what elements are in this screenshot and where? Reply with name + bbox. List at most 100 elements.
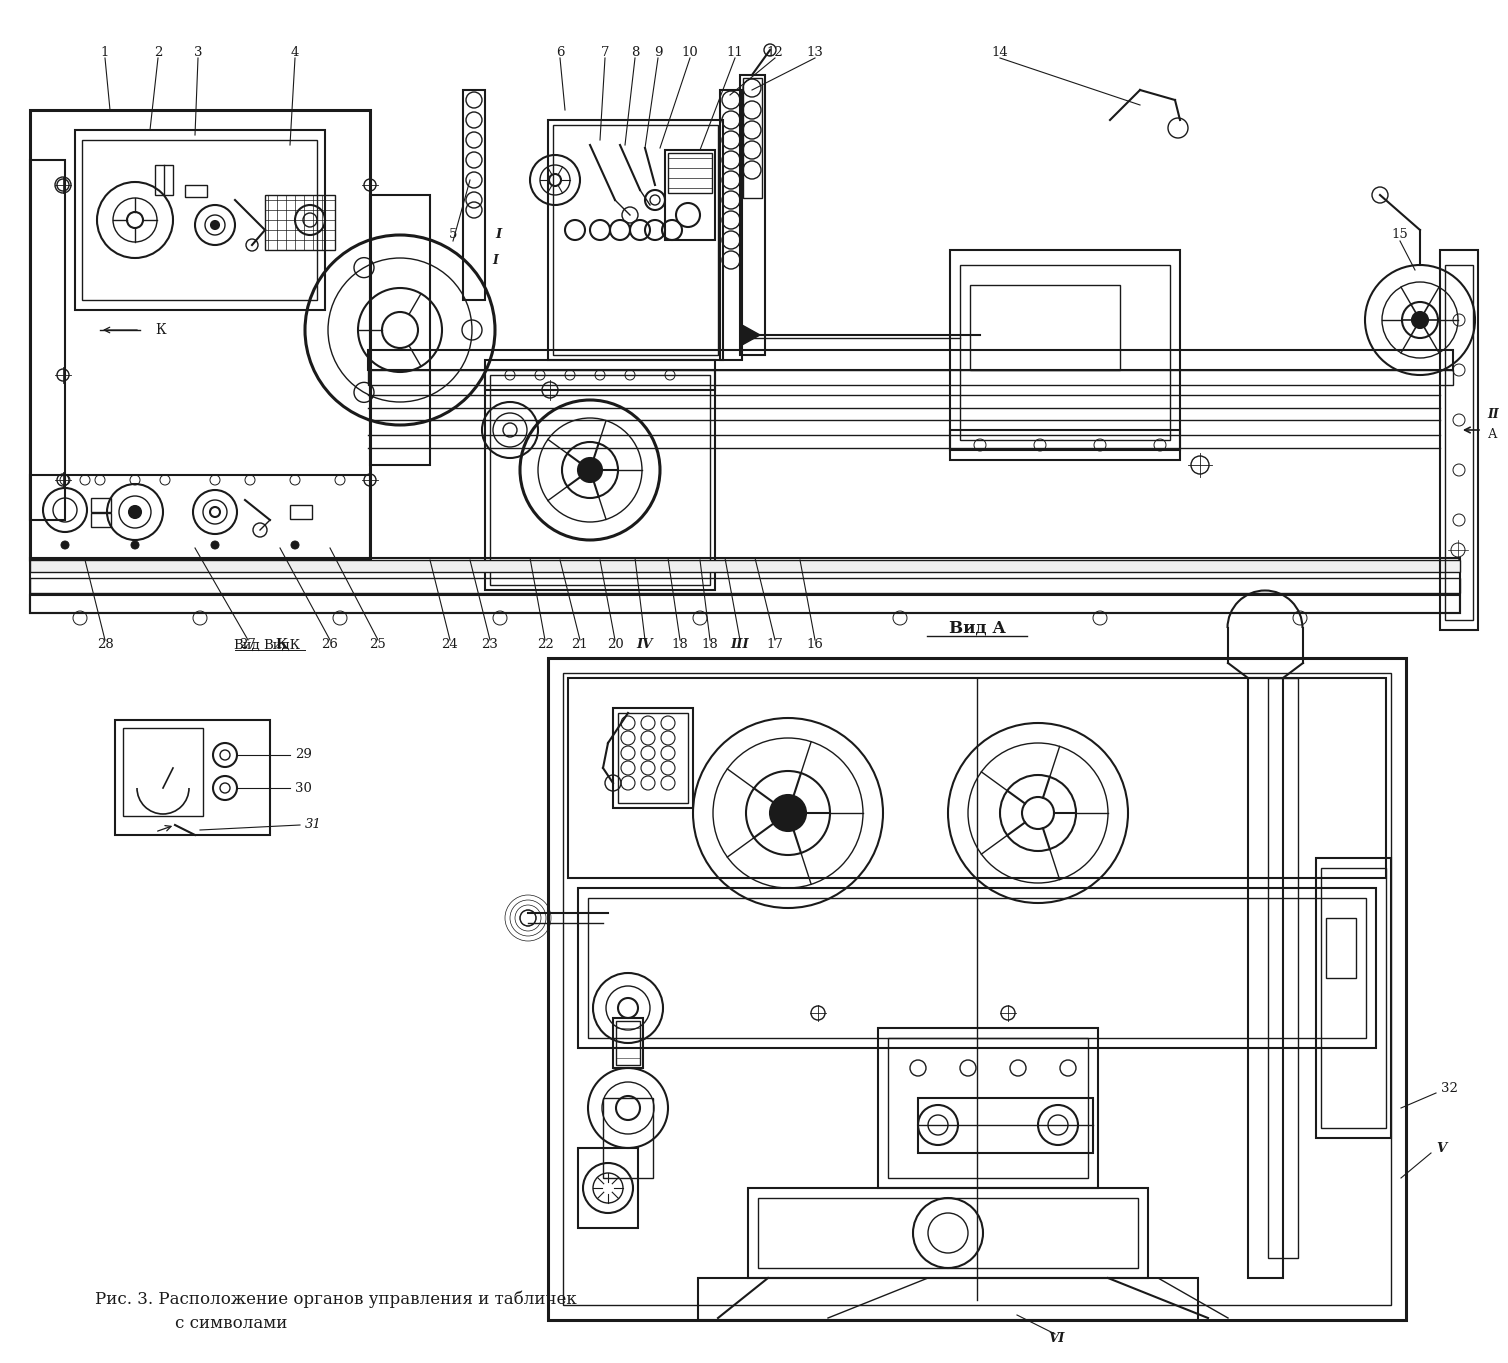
- Bar: [155, 165, 173, 195]
- Bar: [115, 720, 270, 836]
- Bar: [463, 90, 486, 300]
- Bar: [90, 512, 112, 527]
- Bar: [1321, 868, 1386, 1129]
- Bar: [30, 578, 1460, 593]
- Text: 9: 9: [654, 45, 662, 59]
- Bar: [578, 1148, 638, 1228]
- Bar: [547, 120, 722, 360]
- Bar: [30, 560, 1460, 572]
- Bar: [547, 658, 1405, 1319]
- Text: 5: 5: [449, 229, 457, 241]
- Bar: [950, 249, 1179, 450]
- Circle shape: [130, 506, 142, 518]
- Text: К: К: [155, 323, 166, 337]
- Text: с символами: с символами: [175, 1315, 288, 1332]
- Bar: [90, 497, 112, 512]
- Circle shape: [291, 541, 299, 549]
- Text: 21: 21: [572, 638, 588, 652]
- Bar: [612, 707, 694, 808]
- Bar: [588, 898, 1366, 1039]
- Bar: [743, 78, 762, 198]
- Text: I: I: [492, 254, 498, 267]
- Text: 7: 7: [600, 45, 609, 59]
- Bar: [1326, 919, 1356, 979]
- Bar: [75, 129, 326, 309]
- Bar: [1440, 249, 1478, 630]
- Bar: [30, 159, 65, 521]
- Text: К: К: [274, 638, 287, 652]
- Text: 23: 23: [481, 638, 499, 652]
- Text: VI: VI: [1048, 1332, 1065, 1344]
- Bar: [486, 369, 715, 590]
- Text: 3: 3: [193, 45, 202, 59]
- Text: 10: 10: [682, 45, 698, 59]
- Text: III: III: [730, 638, 749, 652]
- Bar: [1445, 264, 1473, 620]
- Bar: [30, 557, 1460, 613]
- Text: I: I: [495, 229, 501, 241]
- Text: 32: 32: [1442, 1081, 1458, 1094]
- Text: II: II: [1487, 409, 1499, 421]
- Bar: [668, 153, 712, 194]
- Bar: [30, 596, 1460, 613]
- Text: 27: 27: [240, 638, 256, 652]
- Bar: [719, 90, 742, 360]
- Text: 18: 18: [671, 638, 688, 652]
- Bar: [1268, 677, 1298, 1258]
- Text: 14: 14: [992, 45, 1009, 59]
- Text: Вид А: Вид А: [949, 620, 1006, 637]
- Bar: [553, 125, 718, 354]
- Bar: [578, 889, 1375, 1048]
- Bar: [950, 429, 1179, 459]
- Circle shape: [771, 795, 805, 831]
- Text: 20: 20: [606, 638, 623, 652]
- Bar: [961, 264, 1170, 440]
- Bar: [368, 350, 1454, 369]
- Bar: [1316, 857, 1390, 1138]
- Text: 26: 26: [321, 638, 338, 652]
- Text: Вид: Вид: [234, 638, 259, 652]
- Text: 4: 4: [291, 45, 299, 59]
- Bar: [615, 1021, 639, 1065]
- Circle shape: [60, 541, 69, 549]
- Text: 18: 18: [701, 638, 718, 652]
- Circle shape: [211, 221, 219, 229]
- Bar: [740, 75, 765, 354]
- Text: 17: 17: [766, 638, 784, 652]
- Text: IV: IV: [636, 638, 653, 652]
- Text: 13: 13: [807, 45, 823, 59]
- Circle shape: [578, 458, 602, 483]
- Text: 31: 31: [305, 819, 321, 831]
- Bar: [918, 1099, 1093, 1153]
- Bar: [290, 506, 312, 519]
- Text: 16: 16: [807, 638, 823, 652]
- Circle shape: [211, 541, 219, 549]
- Text: 6: 6: [556, 45, 564, 59]
- Bar: [888, 1039, 1087, 1178]
- Bar: [486, 360, 715, 390]
- Bar: [369, 195, 430, 465]
- Text: 29: 29: [296, 748, 312, 762]
- Bar: [265, 195, 335, 249]
- Bar: [970, 285, 1120, 369]
- Text: V: V: [1436, 1141, 1446, 1154]
- Text: 11: 11: [727, 45, 743, 59]
- Bar: [490, 375, 710, 585]
- Text: 30: 30: [296, 781, 312, 795]
- Bar: [759, 1198, 1139, 1268]
- Bar: [185, 185, 207, 198]
- Bar: [562, 673, 1390, 1304]
- Text: 1: 1: [101, 45, 109, 59]
- Text: Рис. 3. Расположение органов управления и табличек: Рис. 3. Расположение органов управления …: [95, 1289, 576, 1307]
- Text: А: А: [1488, 428, 1497, 442]
- Text: 2: 2: [154, 45, 163, 59]
- Bar: [81, 140, 317, 300]
- Bar: [878, 1028, 1098, 1189]
- Text: 25: 25: [369, 638, 386, 652]
- Bar: [612, 1018, 642, 1069]
- Bar: [30, 110, 369, 560]
- Bar: [665, 150, 715, 240]
- Circle shape: [131, 541, 139, 549]
- Circle shape: [1411, 312, 1428, 328]
- Polygon shape: [742, 324, 760, 345]
